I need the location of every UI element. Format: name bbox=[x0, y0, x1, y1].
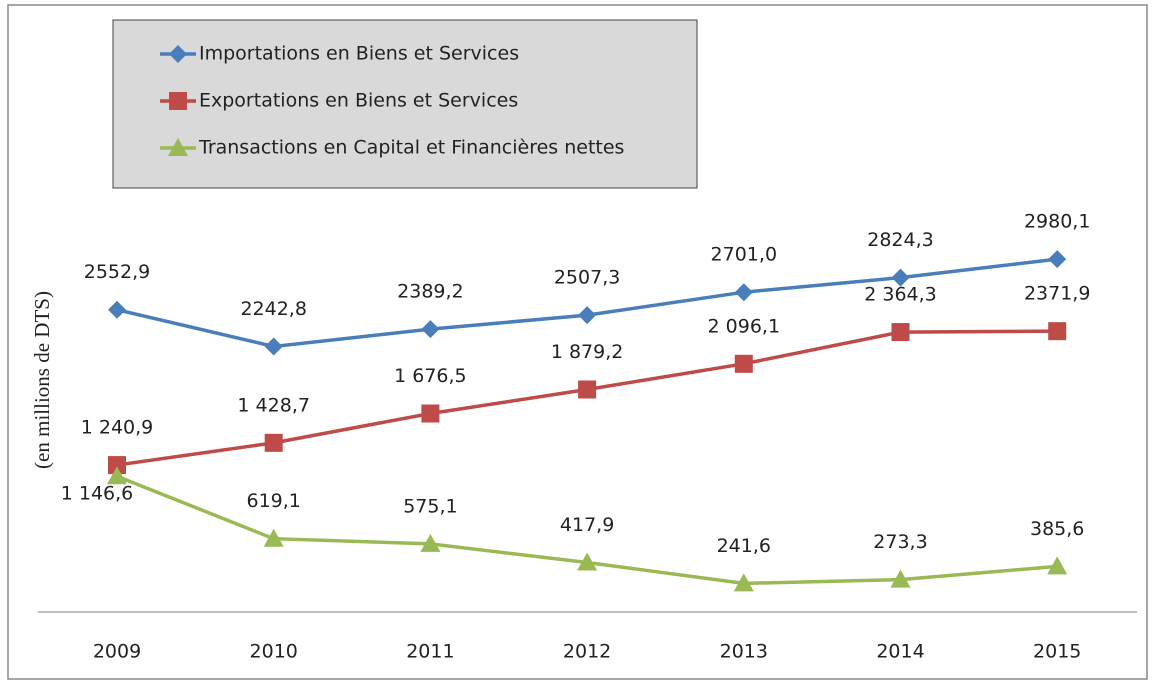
data-label: 2242,8 bbox=[240, 298, 306, 320]
data-point bbox=[108, 300, 126, 319]
data-label: 417,9 bbox=[560, 514, 614, 536]
data-label: 273,3 bbox=[873, 531, 927, 553]
legend-marker bbox=[168, 138, 188, 156]
data-point bbox=[264, 433, 283, 452]
data-label: 1 240,9 bbox=[81, 417, 154, 439]
data-point bbox=[734, 283, 753, 302]
data-point bbox=[578, 306, 597, 325]
legend-label: Transactions en Capital et Financières n… bbox=[198, 137, 624, 159]
data-point bbox=[108, 456, 126, 475]
data-label: 575,1 bbox=[403, 495, 457, 517]
data-point bbox=[420, 533, 441, 552]
data-point bbox=[578, 380, 597, 399]
x-tick-label: 2014 bbox=[876, 641, 924, 663]
x-tick-label: 2015 bbox=[1033, 641, 1081, 663]
data-point bbox=[1048, 322, 1067, 341]
data-point bbox=[1048, 250, 1067, 269]
data-point bbox=[421, 320, 440, 339]
data-point bbox=[891, 268, 910, 287]
legend-marker bbox=[169, 92, 187, 110]
data-label: 1 676,5 bbox=[394, 365, 467, 387]
data-point bbox=[264, 337, 283, 356]
x-tick-label: 2013 bbox=[720, 641, 768, 663]
data-point bbox=[733, 573, 754, 592]
legend-marker bbox=[169, 45, 187, 63]
legend-label: Exportations en Biens et Services bbox=[199, 90, 518, 112]
data-point bbox=[891, 323, 910, 342]
x-tick-label: 2010 bbox=[250, 641, 298, 663]
data-label: 385,6 bbox=[1030, 518, 1084, 540]
data-label: 241,6 bbox=[717, 535, 771, 557]
legend-box bbox=[112, 19, 698, 189]
data-label: 1 879,2 bbox=[551, 341, 624, 363]
data-label: 2507,3 bbox=[554, 267, 620, 289]
data-label: 2 364,3 bbox=[864, 284, 937, 306]
data-point bbox=[1047, 556, 1068, 575]
data-point bbox=[421, 404, 440, 423]
data-label: 1 428,7 bbox=[237, 394, 310, 416]
data-label: 2 096,1 bbox=[708, 315, 781, 337]
data-label: 619,1 bbox=[246, 490, 300, 512]
data-point bbox=[107, 466, 127, 485]
x-tick-label: 2012 bbox=[563, 641, 611, 663]
data-label: 2701,0 bbox=[711, 244, 777, 266]
data-label: 2824,3 bbox=[867, 229, 933, 251]
data-label: 2389,2 bbox=[397, 281, 463, 303]
data-point bbox=[263, 528, 284, 547]
data-label: 2371,9 bbox=[1024, 283, 1090, 305]
legend-label: Importations en Biens et Services bbox=[199, 43, 519, 65]
data-label: 2552,9 bbox=[84, 261, 150, 283]
y-axis-label: (en millions de DTS) bbox=[30, 291, 54, 469]
data-label: 2980,1 bbox=[1024, 211, 1090, 233]
x-tick-label: 2009 bbox=[93, 641, 141, 663]
data-label: 1 146,6 bbox=[61, 483, 134, 505]
x-tick-label: 2011 bbox=[406, 641, 454, 663]
data-point bbox=[890, 569, 911, 588]
data-point bbox=[734, 354, 753, 373]
data-point bbox=[577, 552, 598, 571]
